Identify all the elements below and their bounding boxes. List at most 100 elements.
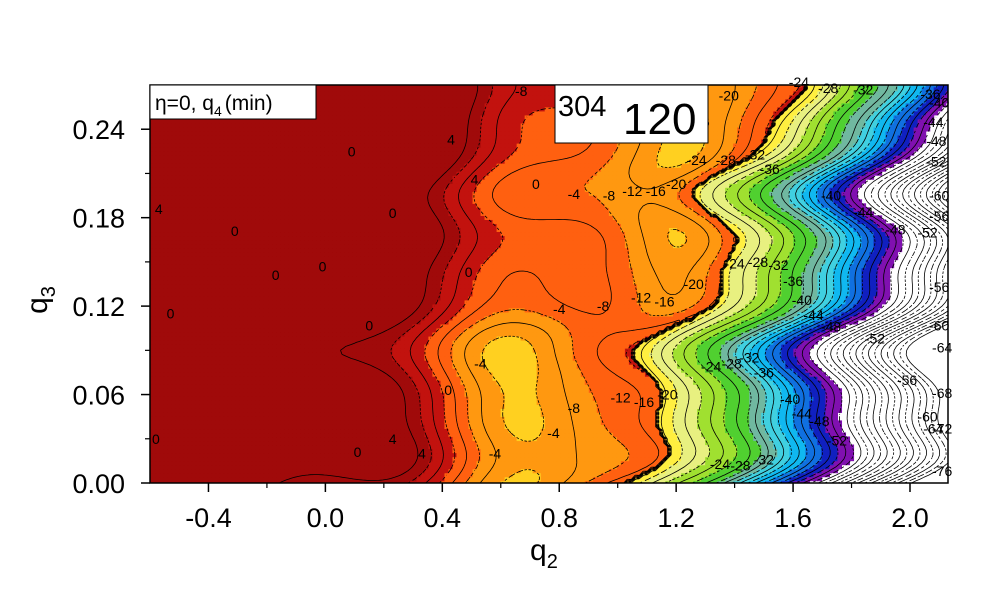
- contour-cell: [404, 460, 409, 466]
- contour-cell: [247, 416, 253, 421]
- contour-cell: [199, 392, 205, 397]
- contour-cell: [745, 368, 750, 373]
- contour-cell: [340, 452, 345, 458]
- contour-cell: [560, 384, 566, 389]
- contour-cell: [304, 372, 309, 377]
- contour-cell: [384, 368, 389, 373]
- contour-cell: [288, 400, 293, 405]
- contour-cell: [793, 444, 798, 450]
- contour-cell: [280, 404, 285, 409]
- contour-cell: [227, 468, 233, 474]
- contour-cell: [191, 408, 197, 413]
- contour-cell: [372, 472, 377, 478]
- contour-cell: [328, 424, 333, 430]
- contour-cell: [424, 432, 429, 438]
- contour-cell: [504, 468, 510, 474]
- contour-cell: [292, 472, 297, 478]
- contour-cell: [729, 420, 734, 425]
- contour-cell: [737, 456, 742, 462]
- contour-cell: [340, 444, 345, 450]
- contour-cell: [259, 432, 265, 438]
- contour-cell: [328, 476, 333, 482]
- contour-cell: [296, 456, 301, 462]
- contour-cell: [769, 464, 774, 470]
- contour-cell: [320, 452, 325, 458]
- contour-cell: [580, 424, 586, 430]
- contour-cell: [488, 480, 494, 483]
- contour-cell: [576, 416, 582, 421]
- contour-cell: [340, 456, 345, 462]
- contour-cell: [251, 416, 257, 421]
- contour-cell: [392, 432, 397, 438]
- contour-cell: [572, 448, 578, 454]
- contour-cell: [516, 368, 522, 373]
- contour-cell: [632, 456, 638, 462]
- contour-cell: [805, 476, 810, 482]
- contour-cell: [259, 408, 265, 413]
- contour-cell: [757, 456, 762, 462]
- contour-cell: [572, 388, 578, 393]
- contour-cell: [348, 480, 353, 483]
- contour-cell: [560, 460, 566, 466]
- contour-cell: [544, 388, 550, 393]
- contour-cell: [251, 428, 257, 434]
- contour-cell: [500, 428, 506, 434]
- contour-cell: [388, 436, 393, 442]
- contour-cell: [328, 412, 333, 417]
- contour-cell: [496, 372, 502, 377]
- contour-cell: [769, 372, 774, 377]
- contour-cell: [150, 468, 153, 474]
- contour-cell: [384, 472, 389, 478]
- contour-cell: [243, 460, 249, 466]
- contour-cell: [352, 472, 357, 478]
- contour-cell: [163, 440, 169, 446]
- contour-cell: [215, 368, 221, 373]
- contour-cell: [255, 456, 261, 462]
- contour-cell: [460, 476, 466, 482]
- contour-cell: [195, 476, 201, 482]
- contour-cell: [512, 372, 518, 377]
- contour-cell: [520, 444, 526, 450]
- contour-cell: [580, 412, 586, 417]
- contour-cell: [308, 452, 313, 458]
- contour-cell: [749, 372, 754, 377]
- contour-cell: [697, 452, 702, 458]
- contour-cell: [572, 420, 578, 425]
- contour-cell: [632, 388, 638, 393]
- contour-cell: [268, 388, 273, 393]
- contour-cell: [348, 472, 353, 478]
- contour-cell: [697, 368, 702, 373]
- contour-cell: [364, 468, 369, 474]
- contour-cell: [608, 428, 614, 434]
- contour-cell: [797, 472, 802, 478]
- contour-cell: [356, 376, 361, 381]
- contour-cell: [737, 420, 742, 425]
- contour-cell: [288, 372, 293, 377]
- contour-cell: [376, 396, 381, 401]
- contour-cell: [713, 444, 718, 450]
- contour-cell: [372, 408, 377, 413]
- contour-cell: [584, 428, 590, 434]
- contour-cell: [677, 392, 682, 397]
- contour-cell: [408, 468, 413, 474]
- contour-cell: [624, 468, 630, 474]
- contour-cell: [372, 440, 377, 446]
- contour-cell: [620, 368, 626, 373]
- contour-cell: [701, 456, 706, 462]
- contour-cell: [717, 424, 722, 430]
- contour-cell: [155, 472, 161, 478]
- contour-cell: [697, 412, 702, 417]
- contour-cell: [721, 380, 726, 385]
- contour-cell: [235, 380, 241, 385]
- contour-cell: [308, 436, 313, 442]
- contour-cell: [360, 476, 365, 482]
- contour-cell: [737, 408, 742, 413]
- contour-cell: [500, 376, 506, 381]
- contour-cell: [781, 424, 786, 430]
- contour-cell: [460, 456, 466, 462]
- contour-cell: [284, 428, 289, 434]
- contour-cell: [320, 436, 325, 442]
- contour-cell: [235, 468, 241, 474]
- contour-cell: [520, 420, 526, 425]
- contour-cell: [761, 392, 766, 397]
